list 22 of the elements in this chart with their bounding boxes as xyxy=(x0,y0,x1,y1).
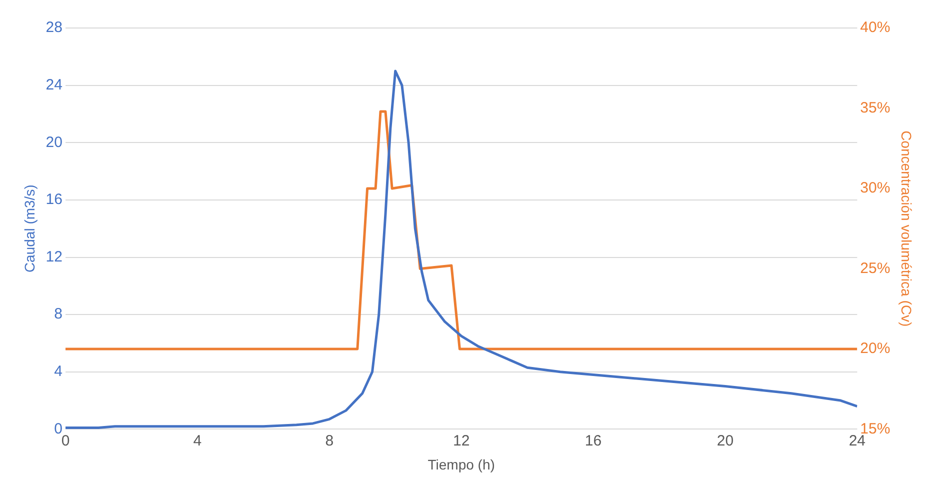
x-tick-label: 4 xyxy=(193,432,202,450)
x-tick-label: 20 xyxy=(716,432,734,450)
y2-tick-label: 25% xyxy=(860,260,890,277)
y2-tick-label: 35% xyxy=(860,99,890,116)
y2-tick-label: 30% xyxy=(860,180,890,197)
y2-axis-title: Concentración volumétrica (Cv) xyxy=(898,130,915,327)
y-tick-label: 8 xyxy=(54,306,62,323)
y-tick-label: 0 xyxy=(54,420,62,438)
y2-tick-label: 20% xyxy=(860,340,890,358)
x-tick-label: 24 xyxy=(848,432,866,450)
x-tick-label: 16 xyxy=(584,432,602,450)
x-axis-title: Tiempo (h) xyxy=(428,456,495,472)
y-tick-label: 12 xyxy=(46,248,62,266)
x-tick-label: 8 xyxy=(325,432,334,450)
y-axis-title: Caudal (m3/s) xyxy=(21,184,38,273)
y-tick-label: 28 xyxy=(46,19,62,36)
x-tick-label: 12 xyxy=(452,432,470,450)
y-tick-label: 4 xyxy=(54,363,62,380)
y-tick-label: 24 xyxy=(46,76,62,94)
y2-tick-label: 40% xyxy=(860,19,890,36)
y-tick-label: 16 xyxy=(46,191,62,208)
y-tick-label: 20 xyxy=(46,134,62,151)
